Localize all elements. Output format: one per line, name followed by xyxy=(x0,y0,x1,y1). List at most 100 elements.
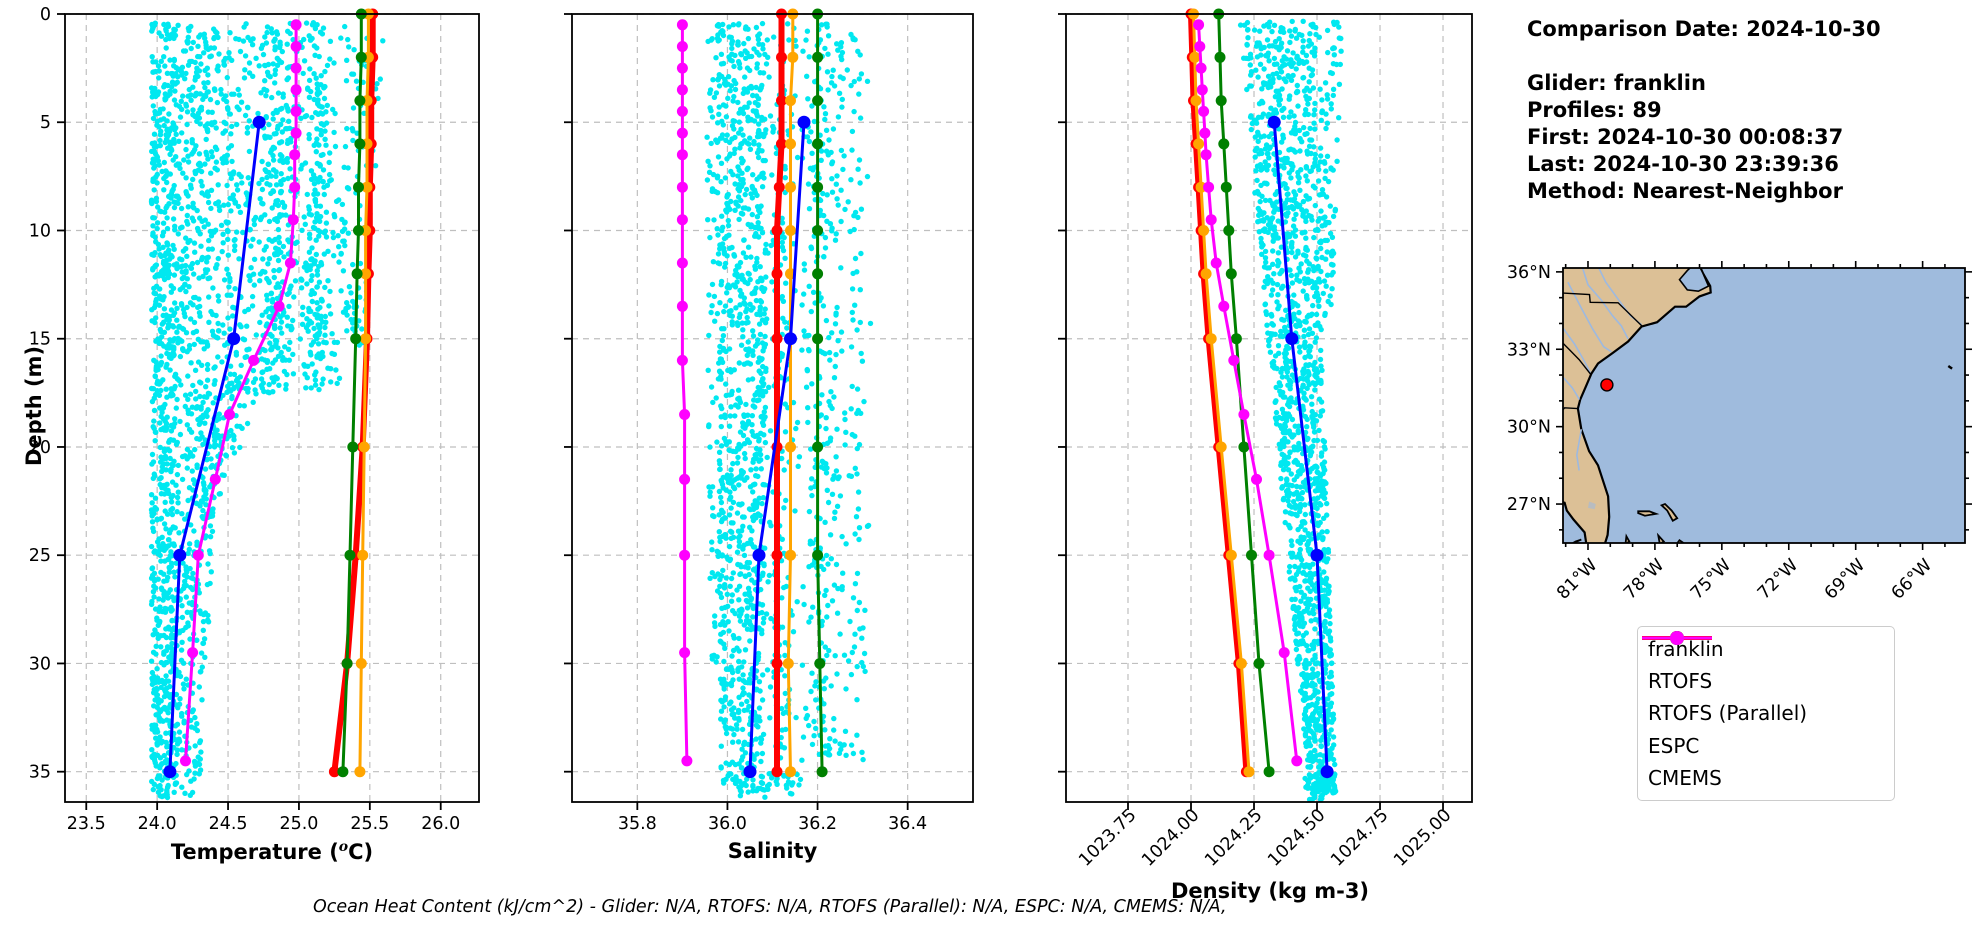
temperature-ticks: 23.5 24.0 24.5 25.0 25.5 26.0 0 5 10 15 20 25 30 35 xyxy=(29,5,460,834)
density-series-cmems xyxy=(1193,19,1303,767)
x-tick-label: 1024.75 xyxy=(1327,805,1392,870)
map-lon-label: 75°W xyxy=(1687,555,1735,603)
map-island xyxy=(1659,502,1679,523)
legend: franklin RTOFS RTOFS (Parallel) ESPC CMEMS xyxy=(1637,626,1895,801)
info-spacer xyxy=(1527,43,1881,70)
salinity-axis-label: Salinity xyxy=(727,839,818,863)
salinity-ticks: 35.8 36.0 36.2 36.4 xyxy=(564,13,927,834)
temperature-label-pre: Temperature ( xyxy=(170,840,339,864)
map-lake-okeechobee xyxy=(1588,501,1596,510)
map-lon-label: 69°W xyxy=(1821,555,1869,603)
map-state-border xyxy=(1563,342,1592,375)
density-chart: 1023.751024.001024.251024.501024.751025.… xyxy=(1058,8,1473,871)
density-grid xyxy=(1066,13,1472,802)
salinity-series-rtofs-parallel- xyxy=(782,8,799,778)
x-tick-label: 1025.00 xyxy=(1390,805,1455,870)
profiles-count-text: Profiles: 89 xyxy=(1527,98,1662,122)
legend-label: RTOFS (Parallel) xyxy=(1648,701,1808,726)
x-tick-label: 36.0 xyxy=(708,814,747,834)
map-river xyxy=(1563,328,1591,373)
salinity-series-espc xyxy=(812,8,828,778)
map-river xyxy=(1563,377,1581,401)
density-glider-scatter xyxy=(1237,18,1344,803)
legend-label: RTOFS xyxy=(1648,669,1713,694)
temperature-grid xyxy=(65,13,479,802)
temperature-glider-scatter xyxy=(148,20,386,801)
temperature-series-espc xyxy=(337,8,367,778)
glider-name-text: Glider: franklin xyxy=(1527,71,1706,95)
temperature-axis-label: Temperature (oC) xyxy=(72,839,472,864)
x-tick-label: 24.5 xyxy=(209,814,248,834)
salinity-series-franklin xyxy=(743,115,811,779)
y-tick-label: 20 xyxy=(29,438,51,458)
y-tick-label: 10 xyxy=(29,221,51,241)
map-river xyxy=(1567,281,1612,353)
map-lat-label: 30°N xyxy=(1507,418,1551,438)
x-tick-label: 26.0 xyxy=(421,814,460,834)
first-profile-text: First: 2024-10-30 00:08:37 xyxy=(1527,125,1844,149)
temperature-chart: 23.5 24.0 24.5 25.0 25.5 26.0 0 5 10 15 20 25 30 35 xyxy=(29,5,480,834)
legend-line-marker-sample xyxy=(1642,631,1712,645)
y-tick-label: 15 xyxy=(29,330,51,350)
legend-item-rtofs: RTOFS xyxy=(1642,631,1894,694)
y-tick-label: 35 xyxy=(29,763,51,783)
map-lat-label: 27°N xyxy=(1507,495,1551,515)
density-axis-label: Density (kg m-3) xyxy=(1170,879,1370,903)
x-tick-label: 1024.25 xyxy=(1201,805,1266,870)
temperature-label-post: C) xyxy=(348,840,374,864)
map-lon-label: 81°W xyxy=(1553,555,1601,603)
depth-axis-label: Depth (m) xyxy=(22,345,46,467)
x-tick-label: 36.4 xyxy=(888,814,927,834)
x-tick-label: 25.0 xyxy=(279,814,318,834)
legend-item-cmems: CMEMS xyxy=(1642,631,1894,790)
map-land xyxy=(1563,268,1712,543)
salinity-series-cmems xyxy=(676,19,693,767)
map-river xyxy=(1575,429,1583,471)
y-tick-label: 5 xyxy=(40,113,51,133)
legend-item-espc: ESPC xyxy=(1642,631,1894,758)
temperature-series-franklin xyxy=(163,115,266,779)
map-island xyxy=(1637,510,1660,517)
legend-label: CMEMS xyxy=(1648,765,1722,790)
x-tick-label: 1023.75 xyxy=(1075,805,1140,870)
location-map: 36°N 33°N 30°N 27°N 81°W 78°W 75°W 72°W 69°W 66°W xyxy=(1507,261,1972,604)
y-tick-label: 25 xyxy=(29,546,51,566)
temperature-label-sup: o xyxy=(338,839,349,855)
map-lon-label: 78°W xyxy=(1620,555,1668,603)
comparison-date-text: Comparison Date: 2024-10-30 xyxy=(1527,17,1881,41)
method-text: Method: Nearest-Neighbor xyxy=(1527,179,1843,203)
map-state-border xyxy=(1563,407,1578,411)
legend-label: franklin xyxy=(1648,637,1724,662)
map-bermuda xyxy=(1947,364,1953,370)
density-series-franklin xyxy=(1267,115,1334,779)
salinity-chart: 35.8 36.0 36.2 36.4 xyxy=(564,8,974,834)
legend-label: ESPC xyxy=(1648,733,1700,758)
temperature-series-cmems xyxy=(180,19,302,767)
x-tick-label: 25.5 xyxy=(350,814,389,834)
map-lat-label: 33°N xyxy=(1507,340,1551,360)
ocean-heat-content-note: Ocean Heat Content (kJ/cm^2) - Glider: N… xyxy=(313,897,1227,917)
last-profile-text: Last: 2024-10-30 23:39:36 xyxy=(1527,152,1839,176)
map-river xyxy=(1581,268,1629,340)
info-block: Comparison Date: 2024-10-30 Glider: fran… xyxy=(1527,16,1881,205)
y-tick-label: 0 xyxy=(40,5,51,25)
map-state-border xyxy=(1563,292,1644,328)
density-series-espc xyxy=(1213,8,1275,778)
legend-item-rtofs-parallel-: RTOFS (Parallel) xyxy=(1642,631,1894,726)
salinity-axes-frame xyxy=(571,13,974,803)
x-tick-label: 36.2 xyxy=(798,814,837,834)
map-sounds xyxy=(1678,268,1710,293)
x-tick-label: 24.0 xyxy=(138,814,177,834)
x-tick-label: 35.8 xyxy=(618,814,657,834)
y-tick-label: 30 xyxy=(29,654,51,674)
density-axes-frame xyxy=(1065,13,1473,803)
map-lat-label: 36°N xyxy=(1507,263,1551,283)
map-lon-label: 66°W xyxy=(1888,555,1936,603)
x-tick-label: 1024.00 xyxy=(1138,805,1203,870)
x-tick-label: 23.5 xyxy=(67,814,106,834)
density-series-rtofs-parallel- xyxy=(1188,8,1255,778)
map-frame xyxy=(1562,267,1966,544)
map-lon-label: 72°W xyxy=(1754,555,1802,603)
